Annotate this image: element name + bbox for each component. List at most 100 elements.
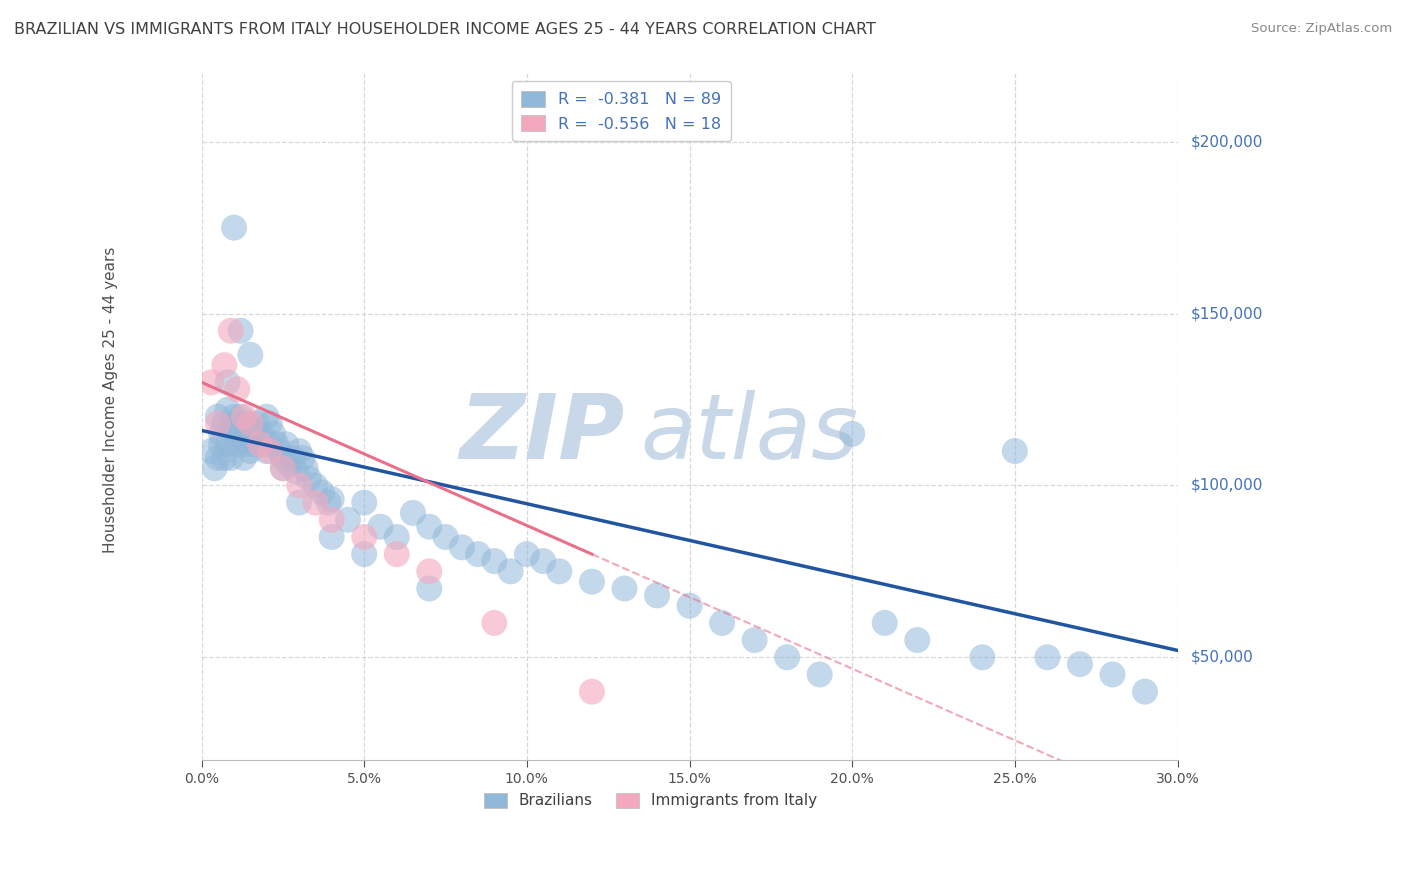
Point	[613, 582, 636, 596]
Text: $150,000: $150,000	[1191, 306, 1263, 321]
Point	[972, 650, 994, 665]
Point	[353, 530, 375, 544]
Text: BRAZILIAN VS IMMIGRANTS FROM ITALY HOUSEHOLDER INCOME AGES 25 - 44 YEARS CORRELA: BRAZILIAN VS IMMIGRANTS FROM ITALY HOUSE…	[14, 22, 876, 37]
Point	[711, 615, 734, 630]
Point	[353, 547, 375, 561]
Text: ZIP: ZIP	[460, 390, 624, 478]
Point	[1069, 657, 1091, 672]
Point	[318, 495, 340, 509]
Point	[252, 437, 274, 451]
Point	[531, 554, 554, 568]
Point	[200, 376, 222, 390]
Point	[226, 417, 249, 431]
Point	[450, 541, 472, 555]
Point	[1133, 684, 1156, 698]
Point	[209, 426, 232, 441]
Point	[214, 450, 236, 465]
Point	[229, 409, 252, 424]
Point	[204, 461, 226, 475]
Point	[217, 437, 239, 451]
Point	[214, 417, 236, 431]
Point	[288, 444, 311, 458]
Point	[678, 599, 700, 613]
Point	[304, 478, 326, 492]
Point	[209, 437, 232, 451]
Point	[229, 424, 252, 438]
Text: atlas: atlas	[641, 390, 859, 478]
Point	[222, 409, 245, 424]
Point	[467, 547, 489, 561]
Text: $50,000: $50,000	[1191, 649, 1253, 665]
Point	[207, 409, 229, 424]
Point	[418, 519, 440, 533]
Point	[239, 444, 262, 458]
Text: Householder Income Ages 25 - 44 years: Householder Income Ages 25 - 44 years	[103, 246, 118, 553]
Point	[1036, 650, 1059, 665]
Point	[271, 461, 294, 475]
Point	[353, 495, 375, 509]
Point	[274, 437, 297, 451]
Point	[266, 437, 288, 451]
Point	[219, 324, 242, 338]
Point	[249, 437, 271, 451]
Point	[269, 444, 291, 458]
Point	[418, 582, 440, 596]
Point	[232, 409, 254, 424]
Point	[288, 495, 311, 509]
Point	[219, 450, 242, 465]
Point	[278, 458, 301, 472]
Point	[236, 437, 259, 451]
Point	[259, 444, 281, 458]
Point	[222, 426, 245, 441]
Point	[298, 471, 321, 485]
Point	[284, 465, 307, 479]
Point	[262, 426, 284, 441]
Point	[271, 461, 294, 475]
Point	[418, 565, 440, 579]
Point	[311, 485, 333, 500]
Point	[499, 565, 522, 579]
Point	[385, 530, 408, 544]
Point	[385, 547, 408, 561]
Point	[200, 444, 222, 458]
Point	[281, 450, 304, 465]
Point	[370, 519, 392, 533]
Point	[484, 554, 506, 568]
Point	[434, 530, 457, 544]
Point	[219, 424, 242, 438]
Point	[256, 444, 278, 458]
Point	[207, 417, 229, 431]
Point	[242, 437, 264, 451]
Point	[645, 588, 668, 602]
Point	[336, 513, 359, 527]
Point	[484, 615, 506, 630]
Point	[236, 417, 259, 431]
Point	[256, 434, 278, 448]
Point	[581, 574, 603, 589]
Point	[226, 437, 249, 451]
Point	[246, 417, 269, 431]
Point	[402, 506, 425, 520]
Point	[222, 220, 245, 235]
Point	[1101, 667, 1123, 681]
Point	[776, 650, 799, 665]
Point	[291, 450, 314, 465]
Point	[873, 615, 896, 630]
Text: $200,000: $200,000	[1191, 134, 1263, 149]
Point	[271, 450, 294, 465]
Point	[232, 450, 254, 465]
Point	[207, 450, 229, 465]
Point	[516, 547, 538, 561]
Point	[294, 461, 316, 475]
Point	[808, 667, 831, 681]
Point	[214, 358, 236, 372]
Point	[239, 348, 262, 362]
Point	[321, 492, 343, 507]
Point	[288, 478, 311, 492]
Point	[242, 424, 264, 438]
Text: $100,000: $100,000	[1191, 478, 1263, 493]
Point	[744, 633, 766, 648]
Point	[841, 426, 863, 441]
Point	[259, 417, 281, 431]
Point	[226, 382, 249, 396]
